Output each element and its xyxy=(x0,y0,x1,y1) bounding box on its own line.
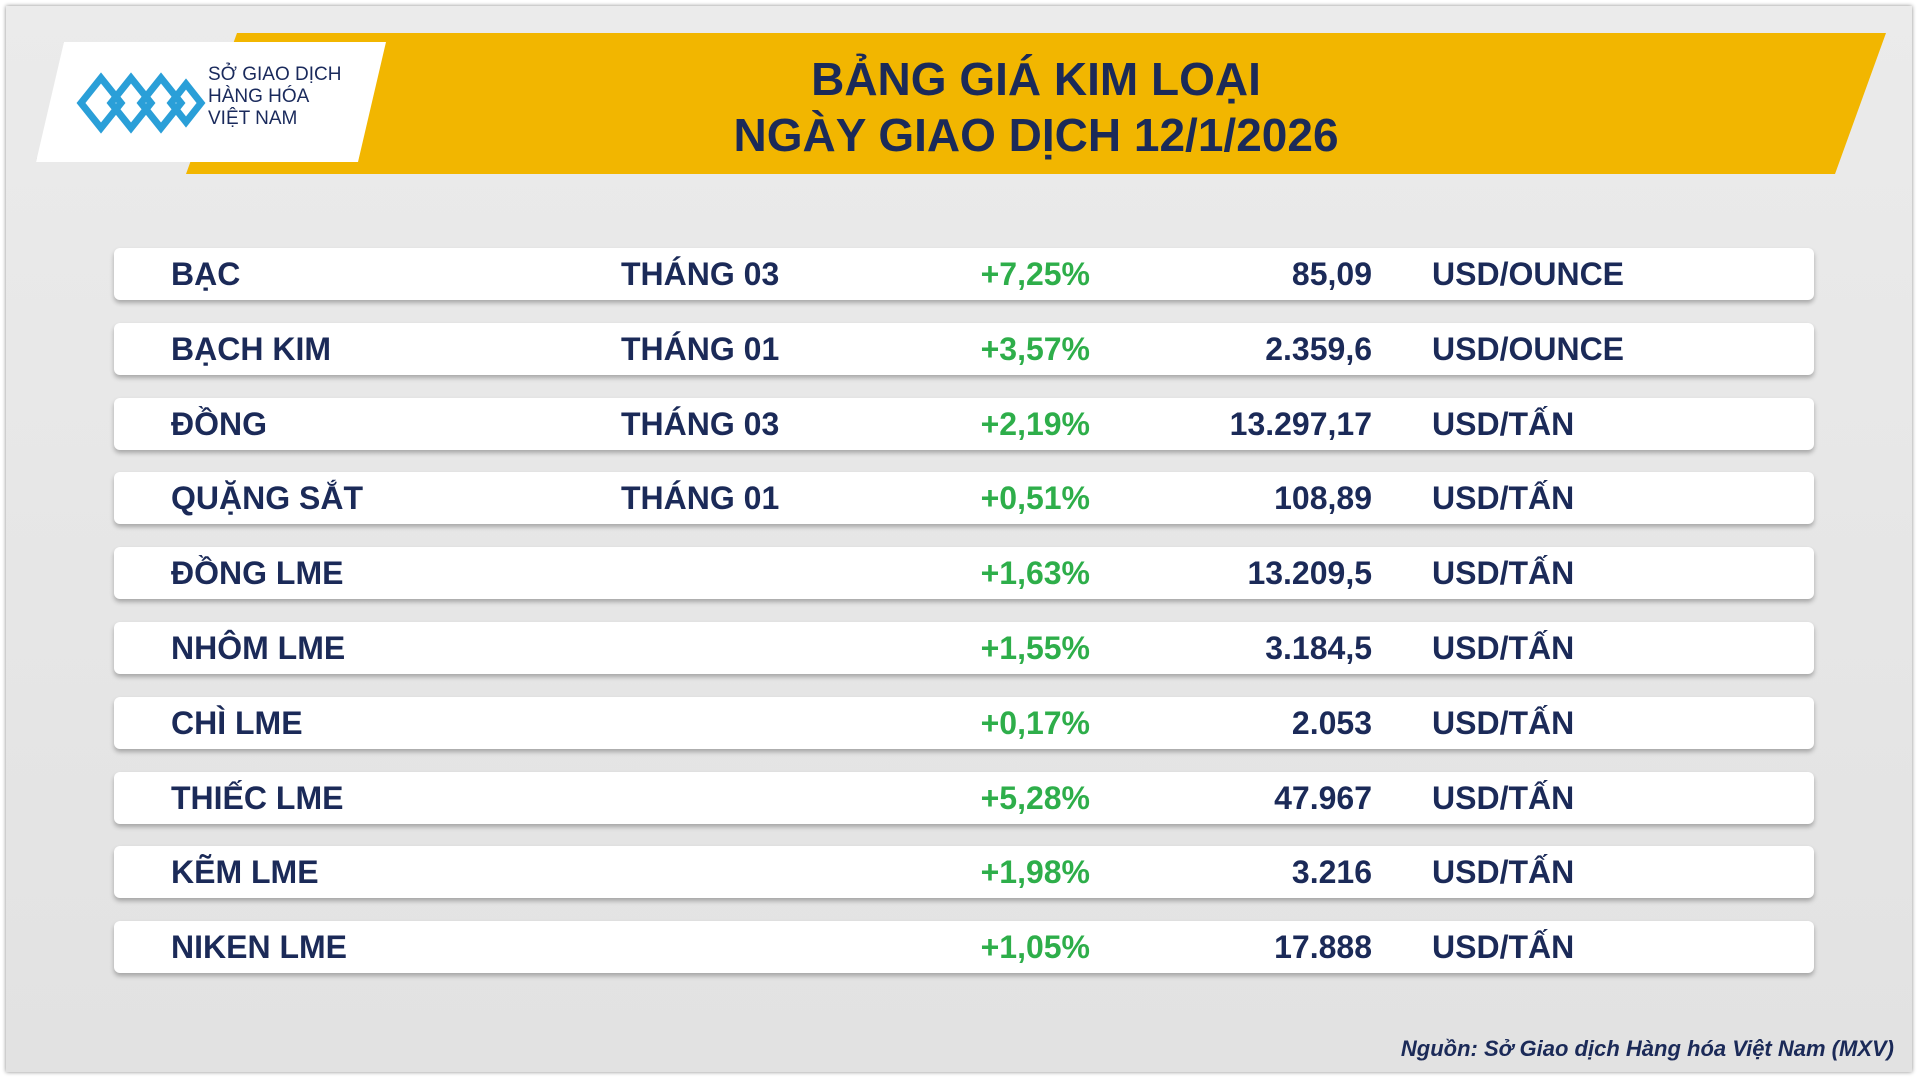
cell-change: +7,25% xyxy=(980,256,1090,292)
cell-price: 13.297,17 xyxy=(1229,405,1372,442)
cell-price: 47.967 xyxy=(1274,779,1372,816)
cell-name: KẼM LME xyxy=(171,854,319,891)
cell-change: +1,63% xyxy=(980,555,1090,592)
cell-unit: USD/OUNCE xyxy=(1432,256,1625,292)
table-row: KẼM LME +1,98% 3.216 USD/TẤN xyxy=(114,846,1814,899)
cell-price: 3.216 xyxy=(1291,854,1372,891)
cell-change: +0,51% xyxy=(980,480,1090,517)
cell-month: THÁNG 01 xyxy=(621,480,780,517)
cell-unit: USD/TẤN xyxy=(1432,929,1575,966)
table-row: NHÔM LME +1,55% 3.184,5 USD/TẤN xyxy=(114,622,1814,674)
cell-price: 85,09 xyxy=(1291,256,1372,292)
cell-unit: USD/TẤN xyxy=(1432,480,1575,517)
cell-change: +2,19% xyxy=(980,405,1090,442)
cell-name: THIẾC LME xyxy=(171,779,344,816)
cell-unit: USD/TẤN xyxy=(1432,555,1575,592)
cell-month: THÁNG 01 xyxy=(621,330,780,367)
cell-price: 2.359,6 xyxy=(1265,330,1372,367)
cell-price: 17.888 xyxy=(1274,929,1372,966)
logo-text: VIỆT NAM xyxy=(208,108,298,129)
table-row: BẠC THÁNG 03 +7,25% 85,09 USD/OUNCE xyxy=(114,248,1814,300)
logo-text: HÀNG HÓA xyxy=(208,86,310,107)
table-row: ĐỒNG THÁNG 03 +2,19% 13.297,17 USD/TẤN xyxy=(114,397,1814,450)
cell-name: ĐỒNG xyxy=(171,405,267,442)
table-row: ĐỒNG LME +1,63% 13.209,5 USD/TẤN xyxy=(114,547,1814,600)
table-row: THIẾC LME +5,28% 47.967 USD/TẤN xyxy=(114,771,1814,824)
title: BẢNG GIÁ KIM LOẠI xyxy=(811,53,1261,105)
cell-name: BẠCH KIM xyxy=(171,330,331,367)
cell-price: 3.184,5 xyxy=(1265,630,1372,666)
cell-name: NHÔM LME xyxy=(171,630,346,666)
cell-month: THÁNG 03 xyxy=(621,256,780,292)
logo-text: SỞ GIAO DỊCH xyxy=(208,64,342,85)
table-row: QUẶNG SẮT THÁNG 01 +0,51% 108,89 USD/TẤN xyxy=(114,472,1814,525)
logo: SỞ GIAO DỊCH HÀNG HÓA VIỆT NAM xyxy=(36,42,386,162)
cell-change: +1,98% xyxy=(980,854,1090,891)
cell-unit: USD/TẤN xyxy=(1432,405,1575,442)
cell-change: +3,57% xyxy=(980,330,1090,367)
cell-unit: USD/TẤN xyxy=(1432,630,1575,666)
cell-change: +1,05% xyxy=(980,929,1090,966)
cell-price: 108,89 xyxy=(1274,480,1372,517)
cell-price: 2.053 xyxy=(1291,704,1372,741)
cell-price: 13.209,5 xyxy=(1247,555,1372,592)
cell-unit: USD/TẤN xyxy=(1432,779,1575,816)
source: Nguồn: Sở Giao dịch Hàng hóa Việt Nam (M… xyxy=(1400,1036,1894,1061)
table-row: BẠCH KIM THÁNG 01 +3,57% 2.359,6 USD/OUNCE xyxy=(114,322,1814,375)
table-row: CHÌ LME +0,17% 2.053 USD/TẤN xyxy=(114,696,1814,749)
infographic: SỞ GIAO DỊCH HÀNG HÓA VIỆT NAM BẢNG GIÁ … xyxy=(6,6,1912,1072)
cell-name: BẠC xyxy=(171,256,241,292)
cell-unit: USD/TẤN xyxy=(1432,704,1575,741)
cell-change: +5,28% xyxy=(980,779,1090,816)
cell-name: CHÌ LME xyxy=(171,704,303,741)
table-row: NIKEN LME +1,05% 17.888 USD/TẤN xyxy=(114,921,1814,974)
cell-name: ĐỒNG LME xyxy=(171,555,344,592)
cell-name: QUẶNG SẮT xyxy=(171,480,363,517)
cell-name: NIKEN LME xyxy=(171,929,347,966)
logo-icon xyxy=(76,72,206,134)
cell-change: +1,55% xyxy=(980,630,1090,666)
title: NGÀY GIAO DỊCH 12/1/2026 xyxy=(733,109,1339,161)
cell-unit: USD/TẤN xyxy=(1432,854,1575,891)
cell-change: +0,17% xyxy=(980,704,1090,741)
title-band xyxy=(186,33,1886,174)
cell-month: THÁNG 03 xyxy=(621,405,780,442)
cell-unit: USD/OUNCE xyxy=(1432,330,1625,367)
